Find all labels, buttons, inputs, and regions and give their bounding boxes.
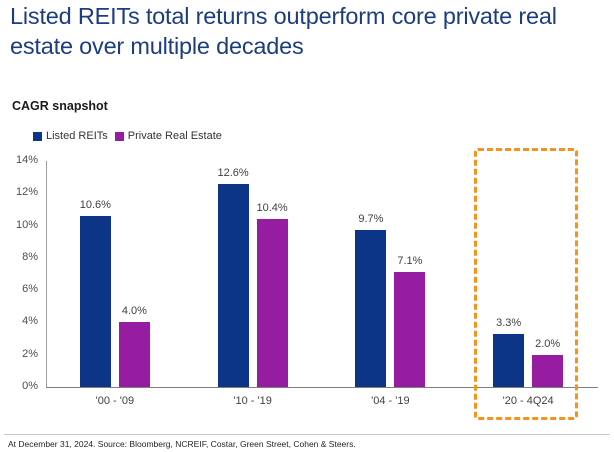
y-axis-tick-label: 0%: [22, 380, 38, 392]
x-axis-category-label: '20 - 4Q24: [502, 395, 554, 407]
bar-listed-reits: [79, 215, 111, 387]
chart-subtitle: CAGR snapshot: [12, 99, 108, 113]
legend-label: Private Real Estate: [127, 130, 222, 142]
bar-value-label: 10.4%: [256, 202, 288, 215]
highlight-box: [474, 148, 578, 420]
y-axis-tick-label: 6%: [22, 283, 38, 296]
bar-value-label: 4.0%: [121, 305, 147, 318]
footnote-divider: [4, 434, 610, 435]
legend-swatch-icon: [114, 131, 124, 141]
x-axis-category-label: '00 - '09: [95, 395, 135, 407]
y-axis-tick-label: 12%: [15, 186, 38, 199]
footnote-text: At December 31, 2024. Source: Bloomberg,…: [8, 439, 356, 449]
bar-private-real-estate: [532, 354, 564, 387]
legend-swatch-icon: [33, 131, 42, 141]
bar-value-label: 12.6%: [217, 166, 249, 179]
page-title: Listed REITs total returns outperform co…: [10, 3, 557, 59]
y-axis-tick-label: 14%: [15, 154, 38, 166]
y-axis-tick-label: 10%: [15, 218, 38, 231]
y-axis-tick-label: 4%: [22, 315, 38, 328]
x-axis-category-label: '10 - '19: [233, 395, 272, 407]
y-axis-tick-label: 2%: [22, 347, 38, 360]
legend-item-private-real-estate: Private Real Estate: [114, 130, 222, 142]
bar-listed-reits: [493, 333, 525, 387]
bar-value-label: 3.3%: [496, 316, 522, 329]
bar-listed-reits: [355, 230, 387, 387]
bar-value-label: 2.0%: [535, 337, 561, 350]
bar-listed-reits: [217, 183, 249, 387]
bar-private-real-estate: [256, 219, 288, 387]
chart-legend: Listed REITs Private Real Estate: [33, 130, 222, 142]
legend-label: Listed REITs: [46, 130, 108, 142]
bar-value-label: 9.7%: [358, 213, 384, 226]
plot-area: [46, 161, 598, 388]
y-axis-tick-label: 8%: [22, 250, 38, 263]
bar-value-label: 7.1%: [397, 255, 423, 268]
bar-private-real-estate: [118, 322, 150, 387]
x-axis-category-label: '04 - '19: [371, 395, 410, 407]
bar-private-real-estate: [394, 272, 426, 387]
legend-item-listed-reits: Listed REITs: [33, 130, 108, 142]
bar-value-label: 10.6%: [79, 198, 111, 211]
